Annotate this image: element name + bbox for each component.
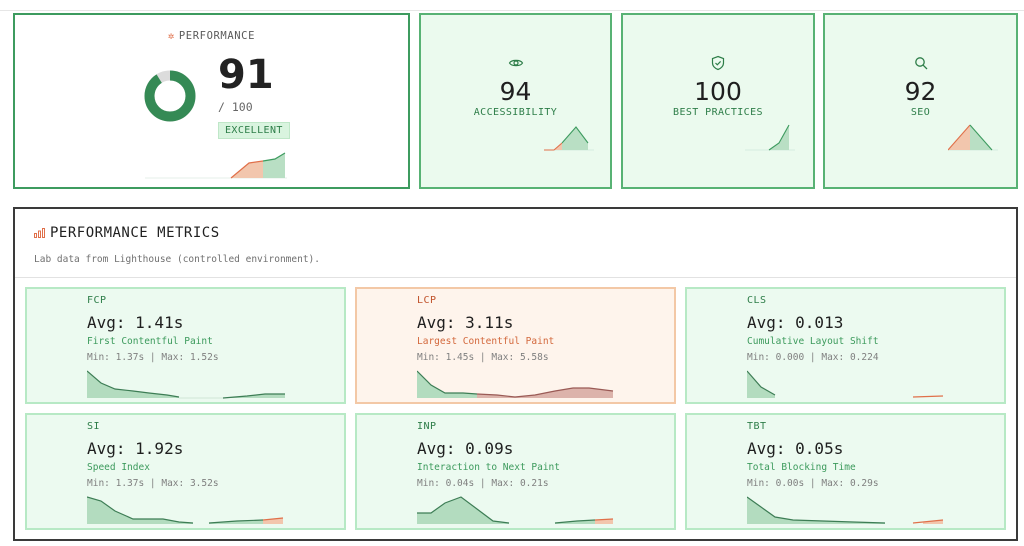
metric-abbr: LCP	[417, 295, 437, 306]
metric-card-inp[interactable]: INP Avg: 0.09s Interaction to Next Paint…	[355, 413, 676, 530]
metrics-title-row: PERFORMANCE METRICS	[34, 225, 220, 241]
accessibility-card[interactable]: 94 ACCESSIBILITY	[419, 13, 612, 189]
top-divider	[0, 10, 1024, 11]
metric-sparkline	[417, 370, 614, 398]
performance-status-badge: EXCELLENT	[218, 122, 290, 139]
seo-score: 92	[904, 77, 937, 106]
metrics-subtitle: Lab data from Lighthouse (controlled env…	[34, 254, 320, 265]
metric-full-name: Speed Index	[87, 462, 150, 473]
metric-average: Avg: 1.41s	[87, 313, 184, 332]
performance-label-row: ✲ PERFORMANCE	[15, 30, 408, 42]
metric-full-name: First Contentful Paint	[87, 336, 213, 347]
performance-donut-gauge	[144, 70, 196, 122]
bar-chart-icon	[34, 228, 45, 238]
accessibility-label: ACCESSIBILITY	[473, 107, 558, 118]
performance-label: PERFORMANCE	[178, 30, 256, 42]
metric-card-lcp[interactable]: LCP Avg: 3.11s Largest Contentful Paint …	[355, 287, 676, 404]
accessibility-score: 94	[499, 77, 532, 106]
metric-full-name: Interaction to Next Paint	[417, 462, 560, 473]
metric-card-fcp[interactable]: FCP Avg: 1.41s First Contentful Paint Mi…	[25, 287, 346, 404]
metric-range: Min: 1.45s | Max: 5.58s	[417, 352, 549, 363]
metric-sparkline	[87, 496, 284, 524]
shield-check-icon	[711, 55, 725, 71]
best-practices-sparkline	[745, 124, 795, 151]
metric-full-name: Largest Contentful Paint	[417, 336, 555, 347]
metric-abbr: INP	[417, 421, 437, 432]
metric-average: Avg: 0.09s	[417, 439, 514, 458]
performance-metrics-panel: PERFORMANCE METRICS Lab data from Lighth…	[13, 207, 1018, 541]
metric-range: Min: 1.37s | Max: 3.52s	[87, 478, 219, 489]
performance-trend-sparkline	[145, 152, 287, 179]
metric-range: Min: 0.00s | Max: 0.29s	[747, 478, 879, 489]
metric-sparkline	[747, 370, 944, 398]
metric-abbr: SI	[87, 421, 101, 432]
metric-card-tbt[interactable]: TBT Avg: 0.05s Total Blocking Time Min: …	[685, 413, 1006, 530]
seo-card[interactable]: 92 SEO	[823, 13, 1018, 189]
best-practices-score: 100	[694, 77, 742, 106]
metric-average: Avg: 3.11s	[417, 313, 514, 332]
metric-range: Min: 1.37s | Max: 1.52s	[87, 352, 219, 363]
metrics-header: PERFORMANCE METRICS Lab data from Lighth…	[15, 209, 1016, 278]
performance-max: / 100	[218, 100, 253, 114]
metric-abbr: CLS	[747, 295, 767, 306]
seo-sparkline	[948, 124, 998, 151]
metric-abbr: TBT	[747, 421, 767, 432]
metric-average: Avg: 0.05s	[747, 439, 844, 458]
metric-sparkline	[417, 496, 614, 524]
asterisk-icon: ✲	[167, 30, 175, 42]
performance-card[interactable]: ✲ PERFORMANCE 91 / 100 EXCELLENT	[13, 13, 410, 189]
metric-average: Avg: 0.013	[747, 313, 844, 332]
search-icon	[914, 57, 927, 70]
accessibility-sparkline	[544, 126, 594, 151]
metric-range: Min: 0.04s | Max: 0.21s	[417, 478, 549, 489]
metric-range: Min: 0.000 | Max: 0.224	[747, 352, 879, 363]
metric-full-name: Total Blocking Time	[747, 462, 856, 473]
best-practices-card[interactable]: 100 BEST PRACTICES	[621, 13, 815, 189]
eye-icon	[508, 59, 523, 67]
metrics-title: PERFORMANCE METRICS	[50, 225, 220, 241]
metric-abbr: FCP	[87, 295, 107, 306]
performance-score: 91	[218, 52, 274, 98]
metric-sparkline	[747, 496, 944, 524]
metric-card-si[interactable]: SI Avg: 1.92s Speed Index Min: 1.37s | M…	[25, 413, 346, 530]
seo-label: SEO	[910, 107, 931, 118]
metric-card-cls[interactable]: CLS Avg: 0.013 Cumulative Layout Shift M…	[685, 287, 1006, 404]
metric-average: Avg: 1.92s	[87, 439, 184, 458]
metric-sparkline	[87, 370, 285, 399]
best-practices-label: BEST PRACTICES	[673, 107, 763, 118]
metric-full-name: Cumulative Layout Shift	[747, 336, 879, 347]
